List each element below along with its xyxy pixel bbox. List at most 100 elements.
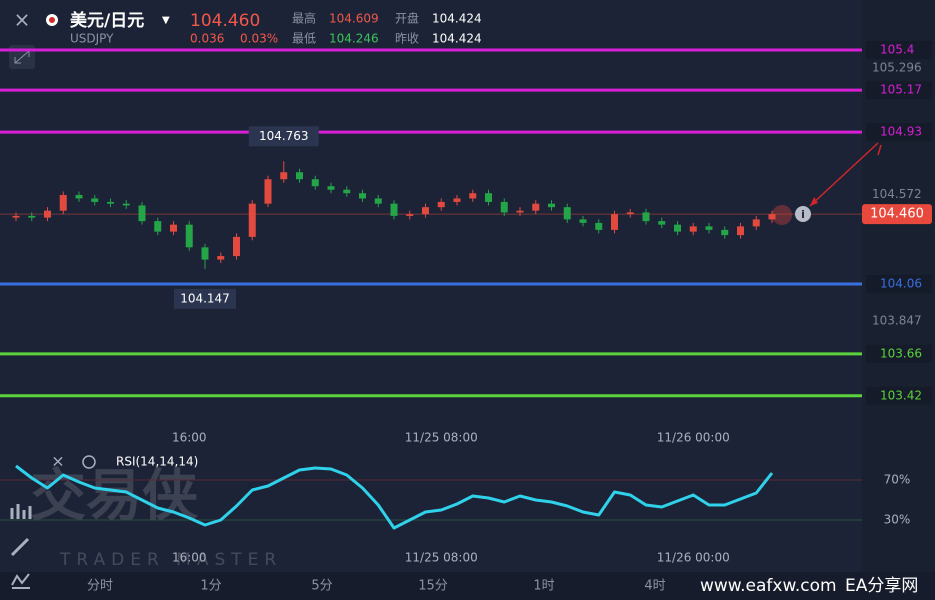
candle-body <box>59 194 67 211</box>
level-tag <box>866 123 932 142</box>
arrow <box>809 142 882 207</box>
level-label: 103.66 <box>880 346 922 360</box>
candle-body <box>500 201 508 213</box>
level-label: 105.17 <box>880 83 922 97</box>
candle-body <box>264 179 272 204</box>
y-tick-label: 104.572 <box>872 187 922 201</box>
candle-body <box>327 186 335 190</box>
candle-body <box>296 172 303 180</box>
x-tick-label: 11/26 00:00 <box>657 551 730 565</box>
toolbar-bg <box>0 572 935 600</box>
candle-body <box>248 203 256 237</box>
level-label: 105.4 <box>880 43 914 57</box>
tool-draw[interactable] <box>10 537 30 557</box>
change-pct: 0.03% <box>240 32 278 46</box>
candle-body <box>642 212 650 222</box>
candle-body <box>532 203 540 211</box>
price: 104.460 <box>190 11 260 31</box>
candle-body <box>516 210 524 213</box>
candle-body <box>737 226 744 236</box>
candle-body <box>374 198 382 204</box>
pair-name[interactable]: 美元/日元 <box>70 10 144 31</box>
period-tab[interactable]: 1分 <box>200 579 221 594</box>
x-tick-label: 11/25 08:00 <box>405 551 478 565</box>
level-tag <box>866 81 932 100</box>
candle-body <box>611 214 618 230</box>
candle-body <box>752 219 760 227</box>
candle-body <box>12 215 20 218</box>
low-tag <box>174 288 236 309</box>
rsi-close[interactable]: × <box>51 452 64 471</box>
tool-indicator[interactable] <box>11 573 30 589</box>
stat-label: 最低 <box>292 32 316 46</box>
level-tag <box>866 386 932 405</box>
tool-candles[interactable] <box>10 504 32 519</box>
info-icon-text: i <box>801 208 805 221</box>
high-tag <box>248 126 319 147</box>
stat-value: 104.424 <box>432 12 482 26</box>
stat-label: 开盘 <box>395 11 419 26</box>
info-icon[interactable] <box>795 206 811 222</box>
candle-body <box>170 224 177 232</box>
candle-body <box>689 226 697 232</box>
watermark-cn: 交易侠 <box>30 464 198 529</box>
candle-body <box>122 203 130 206</box>
stat-value: 104.246 <box>329 32 379 46</box>
footer-brand: EA分享网 <box>845 576 918 596</box>
y-tick-label: 103.847 <box>872 314 922 328</box>
y-tick-label: 105.296 <box>872 61 922 75</box>
footer-site: www.eafxw.com <box>700 576 837 596</box>
candle-body <box>437 201 445 208</box>
high-label: 104.763 <box>259 129 309 143</box>
candle-body <box>563 207 571 220</box>
level-label: 104.06 <box>880 277 922 291</box>
rsi-line <box>15 464 774 530</box>
candle-body <box>311 179 319 187</box>
price-glow <box>772 205 792 225</box>
candle-body <box>28 215 36 218</box>
x-tick-label: 11/26 00:00 <box>657 431 730 445</box>
candle-body <box>626 212 634 215</box>
stat-value: 104.609 <box>329 12 379 26</box>
level-tag <box>866 275 932 294</box>
period-tab[interactable]: 1时 <box>533 579 554 594</box>
last-price-label: 104.460 <box>870 207 924 222</box>
candle-body <box>280 172 288 180</box>
period-tab[interactable]: 5分 <box>311 579 332 594</box>
rsi-settings[interactable] <box>82 455 96 469</box>
candle-body <box>233 236 240 257</box>
stat-label: 昨收 <box>395 32 419 46</box>
candle-body <box>107 201 114 204</box>
pair-dropdown[interactable]: ▼ <box>162 15 170 26</box>
candle-body <box>674 224 681 232</box>
candle-body <box>91 198 99 202</box>
indicator-title: RSI(14,14,14) <box>116 455 198 469</box>
close-button[interactable]: × <box>14 8 31 32</box>
candle-body <box>185 224 193 248</box>
candle-body <box>768 214 776 220</box>
candle-body <box>359 193 366 199</box>
candle-body <box>406 214 414 216</box>
change: 0.036 <box>190 32 224 46</box>
candle-body <box>390 203 398 216</box>
level-label: 104.93 <box>880 125 922 139</box>
candle-body <box>579 219 587 223</box>
x-tick-label: 16:00 <box>172 431 207 445</box>
symbol: USDJPY <box>70 32 114 46</box>
candle-body <box>721 229 729 236</box>
candle-body <box>658 221 666 225</box>
candle-body <box>548 203 555 208</box>
candle-body <box>453 198 461 202</box>
y-tick-label: 30% <box>884 513 911 527</box>
candle-body <box>138 205 146 222</box>
candle-body <box>485 193 492 202</box>
last-price-tag <box>862 204 932 225</box>
period-tab[interactable]: 分时 <box>87 579 113 594</box>
period-tab[interactable]: 4时 <box>644 579 665 594</box>
period-tab[interactable]: 15分 <box>418 579 448 594</box>
stat-label: 最高 <box>292 11 316 26</box>
candle-body <box>705 226 713 230</box>
candle-body <box>154 221 162 232</box>
